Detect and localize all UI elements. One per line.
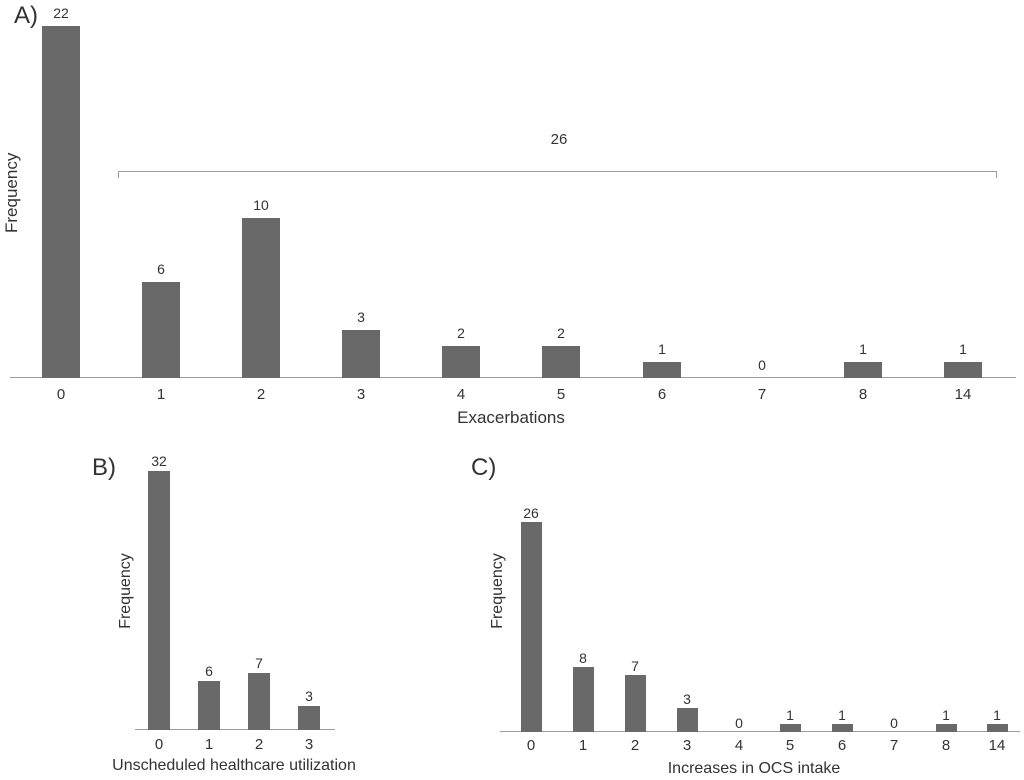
panel-b-value-label-3: 3 [305,688,313,704]
panel-a-tick-label-2: 2 [256,386,266,403]
panel-a-value-label-1: 6 [157,261,165,277]
panel-a-tick-label-6: 6 [657,386,667,403]
panel-a-bar-5 [542,346,580,378]
panel-a-bracket [118,171,997,172]
panel-a-value-label-5: 2 [557,325,565,341]
panel-c-tick-label-7: 7 [889,737,899,754]
panel-c-bar-14 [986,724,1008,732]
panel-c-value-label-8: 1 [942,707,950,723]
panel-c-value-label-14: 1 [993,707,1001,723]
panel-c-tick-label-4: 4 [734,737,744,754]
panel-b-value-label-0: 32 [151,453,167,469]
panel-a-x-axis-title: Exacerbations [457,408,565,427]
panel-a-value-label-0: 22 [53,5,69,21]
panel-b-tick-label-2: 2 [254,736,264,753]
panel-a-bar-4 [442,346,480,378]
panel-a-bracket-label: 26 [550,131,568,148]
panel-c-bar-2 [624,675,646,732]
panel-a-bar-2 [242,218,280,378]
panel-a-tick-label-7: 7 [757,386,767,403]
panel-c-bar-0 [520,522,542,732]
panel-c-tick-label-1: 1 [578,737,588,754]
panel-c-bar-3 [676,708,698,732]
panel-a-value-label-7: 0 [758,357,766,373]
panel-a-value-label-3: 3 [357,309,365,325]
panel-b-x-axis-line [135,729,335,730]
panel-b-x-axis-title: Unscheduled healthcare utilization [112,757,356,774]
panel-b-tick-label-1: 1 [204,736,214,753]
panel-c-tick-label-5: 5 [785,737,795,754]
panel-a-tick-label-14: 14 [954,386,972,403]
panel-a-tick-label-1: 1 [156,386,166,403]
panel-c-tick-label-3: 3 [682,737,692,754]
panel-b-label: B) [92,454,116,481]
panel-c-bar-6 [831,724,853,732]
panel-a-value-label-14: 1 [959,341,967,357]
panel-b-tick-label-3: 3 [304,736,314,753]
panel-b-bar-3 [298,706,320,730]
panel-b-tick-label-0: 0 [154,736,164,753]
panel-c-bar-1 [572,667,594,732]
panel-a-bar-14 [944,362,982,378]
panel-b-bar-0 [148,471,170,730]
panel-a-value-label-4: 2 [457,325,465,341]
panel-c-tick-label-2: 2 [630,737,640,754]
panel-a-bar-6 [643,362,681,378]
panel-a-bar-8 [844,362,882,378]
panel-c-value-label-2: 7 [631,658,639,674]
panel-c-value-label-6: 1 [838,707,846,723]
panel-c-bar-8 [935,724,957,732]
panel-a-bar-1 [142,282,180,378]
panel-c-value-label-5: 1 [786,707,794,723]
panel-a-value-label-2: 10 [253,197,269,213]
panel-c-value-label-1: 8 [579,650,587,666]
panel-c-tick-label-6: 6 [837,737,847,754]
panel-c-value-label-7: 0 [890,715,898,731]
panel-c-value-label-3: 3 [683,691,691,707]
panel-a-tick-label-8: 8 [858,386,868,403]
panel-c-x-axis-title: Increases in OCS intake [667,760,841,777]
panel-c-tick-label-14: 14 [988,737,1006,754]
panel-a-tick-label-5: 5 [556,386,566,403]
panel-a-value-label-8: 1 [859,341,867,357]
panel-c-bar-5 [779,724,801,732]
panel-a-bracket-right-tick [996,171,997,178]
panel-a-bar-3 [342,330,380,378]
panel-a-bracket-left-tick [118,171,119,178]
panel-a-label: A) [14,2,38,29]
panel-c-tick-label-8: 8 [941,737,951,754]
panel-b-value-label-2: 7 [255,655,263,671]
panel-b-bar-1 [198,681,220,730]
panel-c-tick-label-0: 0 [526,737,536,754]
panel-a-x-axis-line [10,377,1016,378]
panel-a-value-label-6: 1 [658,341,666,357]
panel-c-x-axis-line [500,731,1020,732]
panel-a-tick-label-4: 4 [456,386,466,403]
panel-b-value-label-1: 6 [205,663,213,679]
panel-a-tick-label-3: 3 [356,386,366,403]
panel-a-tick-label-0: 0 [56,386,66,403]
panel-a-bar-0 [42,26,80,378]
panel-c-value-label-4: 0 [735,715,743,731]
panel-c-value-label-0: 26 [523,505,539,521]
panel-c-label: C) [471,454,497,481]
panel-b-bar-2 [248,673,270,730]
